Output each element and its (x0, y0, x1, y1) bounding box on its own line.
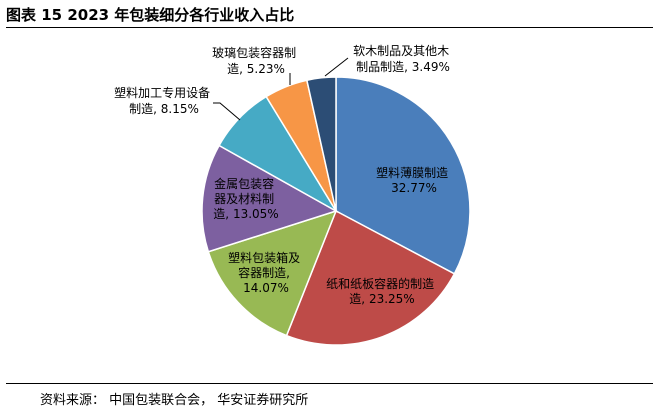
slice-label-wood-products: 软木制品及其他木 制品制造, 3.49% (353, 44, 453, 74)
slice-label-plastic-equipment: 塑料加工专用设备 制造, 8.15% (114, 85, 214, 116)
leader-line-plastic-equipment (213, 102, 241, 121)
pie-slice-paper-containers (285, 209, 456, 346)
source-divider (6, 383, 653, 384)
slice-label-metal-containers: 金属包装容 器及材料制 造, 13.05% (213, 176, 278, 221)
pie-slice-wood-products (305, 76, 337, 212)
label-leader-lines (213, 57, 349, 121)
slice-label-paper-containers: 纸和纸板容器的制造 造, 23.25% (326, 276, 438, 306)
figure-title: 图表 15 2023 年包装细分各行业收入占比 (6, 6, 295, 24)
pie-slice-plastic-film (335, 76, 471, 275)
leader-line-wood-products (324, 57, 349, 77)
pie-slices (201, 76, 471, 346)
source-note: 资料来源： 中国包装联合会， 华安证券研究所 (40, 393, 309, 408)
slice-label-plastic-film: 塑料薄膜制造 32.77% (376, 165, 452, 195)
slice-label-plastic-boxes: 塑料包装箱及 容器制造, 14.07% (228, 250, 304, 295)
pie-slice-metal-containers (201, 144, 338, 253)
title-divider (6, 27, 653, 28)
slice-label-glass-containers: 玻璃包装容器制 造, 5.23% (212, 45, 300, 76)
